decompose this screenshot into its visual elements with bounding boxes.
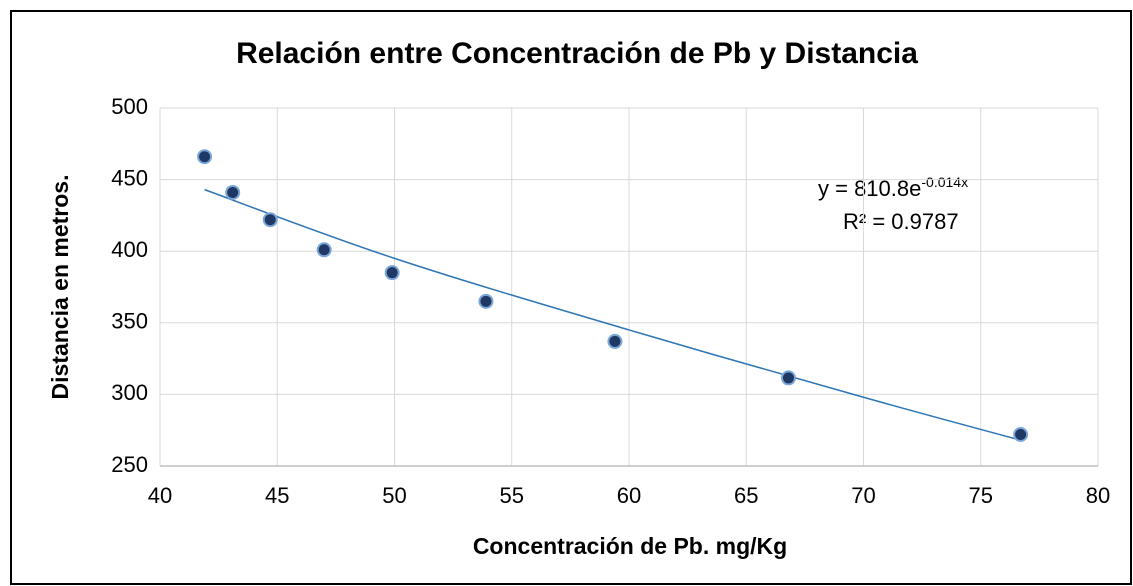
- y-axis-title: Distancia en metros.: [47, 175, 73, 400]
- x-axis-title: Concentración de Pb. mg/Kg: [473, 533, 787, 559]
- equation-exponent: -0.014x: [921, 174, 968, 190]
- y-tick-label: 300: [111, 380, 148, 405]
- trend-r2: R² = 0.9787: [843, 209, 959, 234]
- chart-frame: [10, 10, 1132, 585]
- data-point: [1013, 426, 1029, 442]
- data-point: [607, 333, 623, 349]
- x-tick-label: 75: [969, 483, 993, 508]
- y-tick-label: 250: [111, 452, 148, 477]
- y-tick-label: 350: [111, 309, 148, 334]
- x-tick-label: 45: [265, 483, 289, 508]
- x-tick-label: 80: [1086, 483, 1110, 508]
- y-tick-label: 400: [111, 237, 148, 262]
- x-tick-label: 40: [148, 483, 172, 508]
- data-point: [197, 149, 213, 165]
- data-point: [262, 212, 278, 228]
- y-tick-label: 500: [111, 94, 148, 119]
- data-point: [478, 293, 494, 309]
- data-point: [384, 265, 400, 281]
- x-tick-label: 70: [851, 483, 875, 508]
- data-point: [780, 370, 796, 386]
- x-tick-label: 50: [382, 483, 406, 508]
- x-tick-label: 65: [734, 483, 758, 508]
- trendline: [204, 188, 1021, 441]
- data-point: [225, 184, 241, 200]
- x-tick-label: 60: [617, 483, 641, 508]
- chart-title: Relación entre Concentración de Pb y Dis…: [236, 37, 918, 70]
- x-tick-label: 55: [500, 483, 524, 508]
- y-tick-label: 450: [111, 165, 148, 190]
- data-point: [316, 242, 332, 258]
